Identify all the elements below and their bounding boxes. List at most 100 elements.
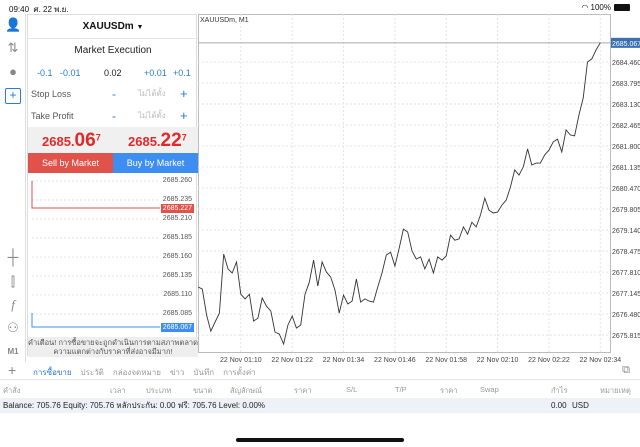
tab-row: การซื้อขาย ประวัติ กล่องจดหมาย ข่าว บันท…: [33, 366, 256, 379]
volume-plus-0.01-button[interactable]: +0.01: [144, 68, 167, 78]
stop-loss-minus-button[interactable]: -: [112, 87, 116, 101]
tick-chart: 2685.260 2685.235 2685.210 2685.185 2685.160…: [28, 173, 198, 337]
tab-trade[interactable]: การซื้อขาย: [33, 368, 72, 377]
bid-tag: 2685.067: [160, 323, 194, 332]
col-time: เวลา: [110, 386, 126, 395]
col-order: คำสั่ง: [3, 386, 21, 395]
y-tick-label: 2675.815: [612, 333, 640, 340]
price-line: [198, 42, 601, 346]
tab-settings[interactable]: การตั้งค่า: [223, 368, 256, 377]
candlestick-icon[interactable]: ⫿: [10, 274, 16, 289]
y-tick-label: 2679.140: [612, 228, 640, 235]
take-profit-minus-button[interactable]: -: [112, 109, 116, 123]
objects-icon[interactable]: ⚇: [7, 320, 19, 335]
stop-loss-input[interactable]: ไม่ได้ตั้ง: [138, 89, 166, 98]
status-right: ◠ 100%: [581, 3, 630, 12]
order-panel: XAUUSDm ▼ Market Execution -0.1 -0.01 0.…: [27, 14, 198, 357]
timeframe-button[interactable]: M1: [7, 347, 19, 356]
wifi-icon: ◠: [581, 3, 589, 12]
y-tick-label: 2676.480: [612, 312, 640, 319]
layout-icon[interactable]: ⧉: [622, 364, 630, 376]
col-comment: หมายเหตุ: [600, 386, 631, 395]
tab-journal[interactable]: บันทึก: [193, 368, 215, 377]
sell-button[interactable]: Sell by Market: [28, 153, 113, 173]
tick-level-label: 2685.110: [163, 291, 192, 298]
volume-minus-0.1-button[interactable]: -0.1: [37, 68, 53, 78]
account-icon[interactable]: 👤: [5, 17, 22, 32]
terminal-columns: คำสั่ง เวลา ประเภท ขนาด สัญลักษณ์ ราคา S…: [0, 380, 640, 398]
tick-level-label: 2685.260: [162, 177, 192, 184]
x-tick-label: 22 Nov 01:22: [271, 357, 313, 364]
take-profit-label: Take Profit: [31, 111, 74, 121]
tab-history[interactable]: ประวัติ: [80, 368, 104, 377]
trade-arrows-icon[interactable]: ⇅: [7, 40, 19, 55]
y-tick-label: 2681.800: [612, 144, 640, 151]
home-indicator: [236, 438, 404, 442]
x-tick-label: 22 Nov 01:10: [220, 357, 262, 364]
plot-area: [198, 14, 611, 353]
balance-row: Balance: 705.76 Equity: 705.76 หลักประกั…: [0, 398, 640, 413]
y-tick-label: 2684.460: [612, 60, 640, 67]
crosshair-icon[interactable]: ┼: [7, 249, 19, 266]
status-time: 09:40 ศ. 22 พ.ย.: [9, 5, 69, 14]
tick-level-label: 2685.210: [162, 215, 192, 222]
y-tick-label: 2683.130: [612, 102, 640, 109]
new-order-icon[interactable]: +: [5, 88, 21, 104]
current-price-tag: [611, 37, 640, 48]
tick-chart-svg: [31, 180, 160, 328]
tick-level-label: 2685.135: [162, 272, 192, 279]
execution-mode[interactable]: Market Execution: [74, 45, 152, 56]
volume-field[interactable]: 0.02: [104, 68, 122, 78]
tick-level-label: 2685.185: [162, 234, 192, 241]
tab-news[interactable]: ข่าว: [169, 368, 185, 377]
y-tick-label: 2678.475: [612, 249, 640, 256]
bid-line: [31, 313, 160, 328]
warning-line: คำเตือน! การซื้อขายจะถูกดำเนินการตามสภาพ…: [28, 338, 199, 347]
take-profit-input[interactable]: ไม่ได้ตั้ง: [138, 111, 166, 120]
col-sl: S/L: [346, 385, 358, 394]
y-tick-label: 2681.135: [612, 165, 640, 172]
indicator-icon[interactable]: f: [11, 297, 15, 312]
status-bar: 09:40 ศ. 22 พ.ย. ◠ 100%: [0, 0, 640, 14]
col-swap: Swap: [480, 385, 499, 394]
chat-icon[interactable]: ●: [9, 64, 17, 79]
price-chart[interactable]: 2684.460 2683.795 2683.130 2682.465 2681.800…: [198, 14, 640, 366]
trade-buttons: Sell by Market Buy by Market: [28, 153, 198, 173]
volume-row: -0.1 -0.01 0.02 +0.01 +0.1: [28, 63, 198, 83]
tick-level-label: 2685.160: [162, 253, 192, 260]
x-tick-label: 22 Nov 02:34: [579, 357, 621, 364]
col-symbol: สัญลักษณ์: [230, 386, 263, 395]
col-volume: ขนาด: [193, 386, 213, 395]
stop-loss-label: Stop Loss: [31, 89, 72, 99]
warning-line: ความแตกต่างกับราคาที่ส่งอาจมีมาก!: [53, 347, 173, 356]
y-tick-label: 2682.465: [612, 123, 640, 130]
col-price: ราคา: [294, 386, 312, 395]
bid-price: 2685.067: [42, 130, 101, 151]
buy-button[interactable]: Buy by Market: [113, 153, 198, 173]
y-tick-label: 2683.795: [612, 81, 640, 88]
tick-level-label: 2685.085: [162, 310, 192, 317]
stop-loss-plus-button[interactable]: +: [180, 86, 188, 101]
warning-text: คำเตือน! การซื้อขายจะถูกดำเนินการตามสภาพ…: [28, 337, 198, 357]
y-tick-label: 2680.470: [612, 186, 640, 193]
left-toolbar: 👤 ⇅ ● + ┼ ⫿ f ⚇ M1: [0, 14, 26, 362]
volume-plus-0.1-button[interactable]: +0.1: [173, 68, 191, 78]
y-tick-label: 2677.810: [612, 270, 640, 277]
ask-line: [31, 181, 160, 209]
take-profit-row: Take Profit - ไม่ได้ตั้ง +: [28, 105, 198, 127]
col-current-price: ราคา: [440, 386, 458, 395]
currency: USD: [572, 401, 589, 410]
add-icon[interactable]: +: [8, 362, 17, 378]
tab-mailbox[interactable]: กล่องจดหมาย: [112, 368, 161, 377]
chart-title: XAUUSDm, M1: [200, 17, 249, 24]
quote-row: 2685.067 2685.227: [28, 127, 198, 153]
col-profit: กำไร: [551, 386, 568, 395]
volume-minus-0.01-button[interactable]: -0.01: [60, 68, 81, 78]
take-profit-plus-button[interactable]: +: [180, 108, 188, 123]
caret-down-icon: ▼: [136, 24, 144, 31]
ask-tag: 2685.227: [160, 204, 194, 213]
x-tick-label: 22 Nov 01:46: [374, 357, 416, 364]
symbol-selector[interactable]: XAUUSDm ▼: [28, 15, 198, 39]
col-tp: T/P: [395, 385, 407, 394]
col-type: ประเภท: [146, 386, 172, 395]
